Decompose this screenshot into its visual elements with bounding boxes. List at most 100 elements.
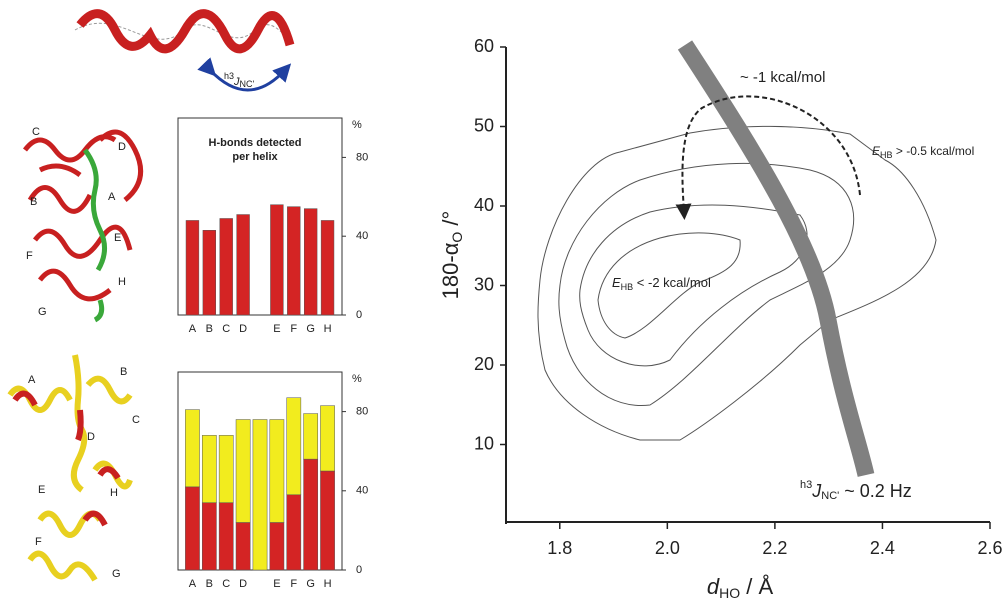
x-tick-label: C (222, 578, 230, 590)
helix-letter: D (87, 431, 95, 443)
bar-segment (320, 470, 335, 571)
text-part: /° (438, 211, 463, 232)
text-part: ~ -1 kcal/mol (740, 69, 825, 86)
bar-segment (185, 409, 200, 488)
contours (537, 125, 937, 441)
text-part: < -2 kcal/mol (633, 275, 711, 290)
y-tick-label: 40 (356, 230, 368, 242)
annotation: EHB > -0.5 kcal/mol (872, 144, 974, 160)
helix-label-sub: NC' (240, 79, 255, 89)
helix-letter: E (114, 232, 121, 244)
x-tick-label: 2.2 (762, 538, 787, 558)
text-part: h3 (800, 479, 812, 491)
x-tick-label: G (306, 323, 315, 335)
bar (303, 208, 318, 316)
y-axis-label: 180-αO /° (438, 211, 465, 300)
text-part: NC' (821, 490, 839, 502)
helix-letter: A (28, 374, 36, 386)
x-tick-label: D (239, 578, 247, 590)
text-part: ~ 0.2 Hz (839, 481, 912, 501)
bar-segment (303, 413, 319, 460)
helix-letter: C (132, 414, 140, 426)
x-tick-label: 1.8 (547, 538, 572, 558)
helix-label-j: J (233, 76, 240, 88)
x-tick-label: G (306, 578, 315, 590)
x-tick-label: H (324, 578, 332, 590)
bar-segment (286, 494, 302, 571)
bar-segment (269, 419, 285, 523)
helix-letter: B (120, 366, 127, 378)
y-tick-label: 10 (474, 433, 494, 453)
bar-segment (235, 419, 251, 523)
helix-letter: D (118, 141, 126, 153)
y-tick-label: 0 (356, 564, 362, 576)
text-part: d (707, 574, 720, 599)
helix-letter: F (26, 250, 33, 262)
protein-structure-bottom: A B C D E H F G (7, 354, 140, 582)
x-tick-label: E (273, 323, 280, 335)
helix-letter: A (108, 191, 116, 203)
y-tick-label: 20 (474, 354, 494, 374)
annotation: h3JNC' ~ 0.2 Hz (800, 479, 912, 502)
helix-illustration: h3JNC' (74, 9, 295, 92)
bar-segment (201, 435, 217, 503)
helix-letter: C (32, 126, 40, 138)
x-tick-label: A (189, 323, 197, 335)
helix-letter: B (30, 196, 37, 208)
text-part: E (872, 144, 881, 158)
coupling-band (677, 40, 875, 477)
bar-segment (185, 486, 200, 571)
x-tick-label: B (206, 578, 213, 590)
annotation: EHB < -2 kcal/mol (612, 275, 711, 292)
bar-segment (269, 522, 285, 571)
bar (320, 220, 335, 316)
bar (219, 218, 233, 316)
bar-segment (303, 458, 319, 571)
bar (287, 206, 301, 316)
helix-letter: E (38, 484, 45, 496)
helix-letter: G (112, 568, 121, 580)
chart-title: per helix (232, 151, 278, 163)
text-part: HB (880, 150, 893, 160)
bar-segment (235, 522, 251, 571)
y-tick-label: 50 (474, 115, 494, 135)
y-tick-label: 40 (356, 485, 368, 497)
x-tick-label: E (273, 578, 280, 590)
bar-segment (218, 502, 234, 571)
x-tick-label: 2.6 (977, 538, 1002, 558)
bar (202, 230, 217, 316)
y-tick-label: 60 (474, 36, 494, 56)
bar-segment (320, 405, 335, 472)
helix-letter: F (35, 536, 42, 548)
x-tick-label: A (189, 578, 197, 590)
helix-letter: H (110, 487, 118, 499)
bar (185, 220, 200, 316)
energy-arrow (675, 95, 861, 220)
text-part: 180-α (438, 242, 463, 299)
y-tick-label: 80 (356, 151, 368, 163)
x-tick-label: D (239, 323, 247, 335)
y-tick-label: 30 (474, 274, 494, 294)
x-tick-label: 2.0 (655, 538, 680, 558)
text-part: E (612, 275, 621, 290)
x-tick-label: 2.4 (870, 538, 895, 558)
y-axis-label: % (352, 119, 362, 131)
text-part: HO (719, 585, 740, 599)
annotation: ~ -1 kcal/mol (740, 69, 825, 86)
bar (236, 214, 250, 316)
y-tick-label: 40 (474, 195, 494, 215)
text-part: / Å (740, 574, 773, 599)
x-tick-label: F (290, 578, 297, 590)
bar (270, 204, 284, 316)
text-part: J (811, 481, 822, 501)
y-tick-label: 0 (356, 309, 362, 321)
bar-segment (252, 419, 268, 571)
plot-frame (177, 117, 343, 316)
x-tick-label: C (222, 323, 230, 335)
x-tick-label: B (206, 323, 213, 335)
bar-segment (218, 435, 234, 503)
x-tick-label: H (324, 323, 332, 335)
helix-letter: G (38, 306, 47, 318)
